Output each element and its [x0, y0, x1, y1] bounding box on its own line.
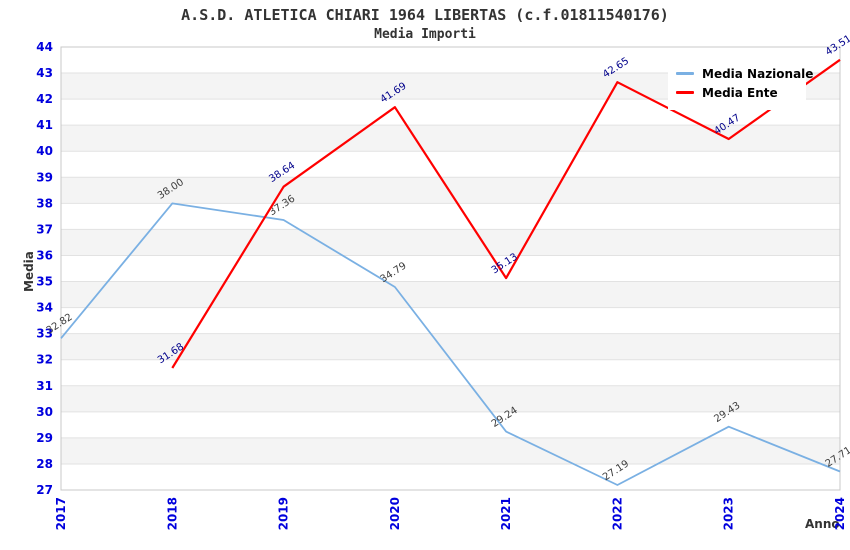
y-tick-label: 27 [36, 483, 53, 497]
chart-title: A.S.D. ATLETICA CHIARI 1964 LIBERTAS (c.… [181, 6, 669, 24]
x-tick-label: 2020 [388, 497, 402, 530]
y-tick-label: 38 [36, 196, 53, 210]
legend: Media Nazionale Media Ente [668, 56, 813, 110]
y-tick-label: 33 [36, 327, 53, 341]
y-tick-label: 36 [36, 248, 53, 262]
x-tick-label: 2022 [610, 497, 624, 530]
x-tick-label: 2024 [833, 497, 847, 530]
y-tick-label: 39 [36, 170, 53, 184]
legend-item-media-nazionale: Media Nazionale [676, 65, 813, 82]
x-tick-label: 2017 [54, 497, 68, 530]
y-tick-label: 44 [36, 40, 53, 54]
y-tick-label: 42 [36, 92, 53, 106]
y-tick-label: 40 [36, 144, 53, 158]
chart-subtitle: Media Importi [374, 27, 476, 42]
x-tick-label: 2018 [165, 497, 179, 530]
y-tick-label: 29 [36, 431, 53, 445]
y-tick-label: 43 [36, 66, 53, 80]
plot-band [61, 281, 840, 308]
y-tick-label: 31 [36, 379, 53, 393]
y-tick-label: 34 [36, 301, 53, 315]
y-tick-label: 41 [36, 118, 53, 132]
y-tick-label: 35 [36, 275, 53, 289]
plot-band [61, 229, 840, 256]
legend-swatch-ente [676, 91, 694, 94]
data-label: 32.82 [45, 312, 75, 337]
x-tick-label: 2021 [499, 497, 513, 530]
y-tick-label: 32 [36, 353, 53, 367]
legend-label-ente: Media Ente [702, 85, 778, 100]
plot-band [61, 385, 840, 412]
legend-label-nazionale: Media Nazionale [702, 66, 814, 81]
legend-swatch-nazionale [676, 72, 694, 75]
x-tick-label: 2019 [277, 497, 291, 530]
y-tick-label: 30 [36, 405, 53, 419]
plot-band [61, 437, 840, 464]
series-line-media-nazionale [60, 202, 841, 486]
x-axis-title: Anno [805, 517, 840, 531]
plot-band [61, 177, 840, 204]
series-line-media-ente [171, 58, 841, 369]
y-tick-label: 28 [36, 457, 53, 471]
plot-border [60, 46, 841, 491]
data-label: 43.51 [824, 33, 850, 58]
y-tick-label: 37 [36, 222, 53, 236]
legend-item-media-ente: Media Ente [676, 84, 806, 101]
x-tick-label: 2023 [722, 497, 736, 530]
